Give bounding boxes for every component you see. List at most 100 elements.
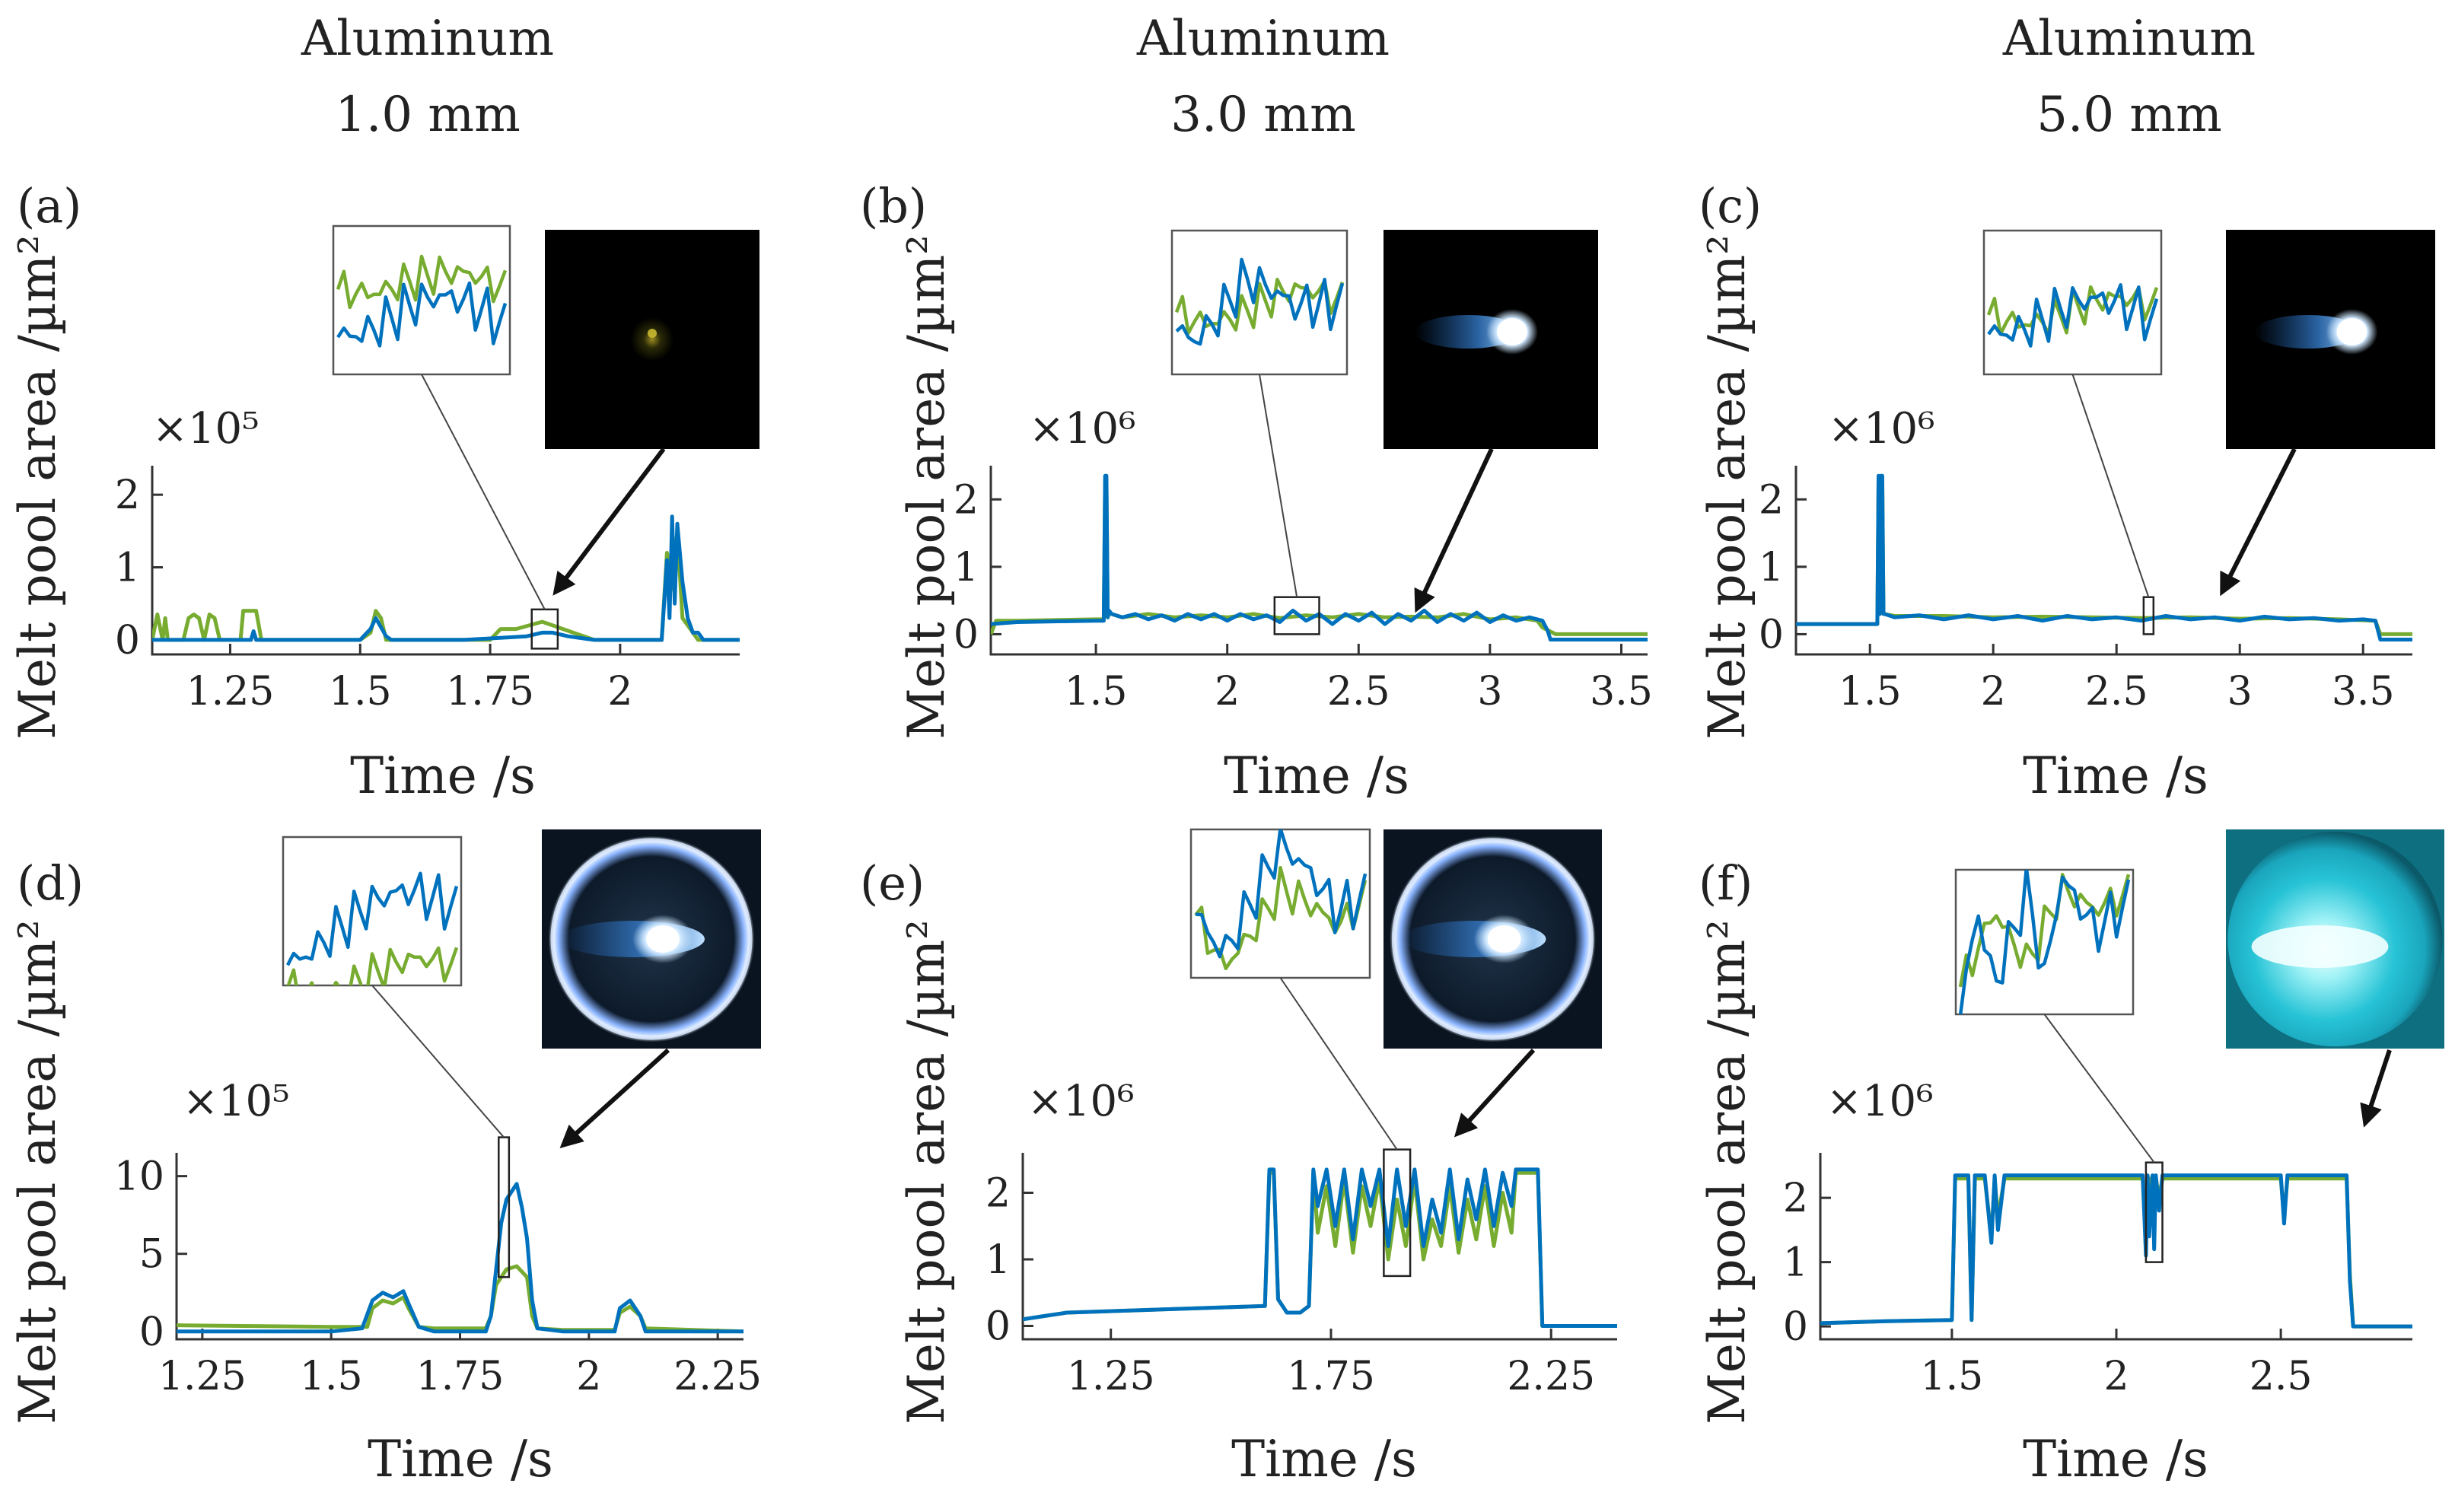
zoom-window-box — [2142, 596, 2155, 635]
y-axis-label: Melt pool area /µm² — [897, 919, 956, 1424]
x-tick-label: 1.5 — [1065, 669, 1128, 715]
y-exponent-label: ×10⁶ — [1027, 1077, 1135, 1126]
zoom-inset-line-blue — [1195, 829, 1368, 959]
y-tick-label: 2 — [1759, 477, 1784, 523]
zoom-connector-line — [371, 985, 505, 1138]
panel-label: (e) — [860, 855, 925, 911]
x-tick-label: 2 — [576, 1354, 601, 1399]
series-line-blue — [1820, 1173, 2412, 1329]
pointer-arrow — [2360, 1049, 2392, 1128]
panel-label: (a) — [17, 178, 81, 234]
x-axis-label: Time /s — [1224, 746, 1409, 805]
y-tick-label: 0 — [1783, 1304, 1808, 1350]
axes-frame — [989, 466, 1648, 656]
pointer-arrow — [2220, 447, 2297, 597]
zoom-inset-series — [1958, 870, 2131, 1014]
zoom-inset-series — [336, 254, 508, 348]
series-line-green — [177, 1264, 744, 1334]
melt-pool-photo — [1384, 829, 1602, 1049]
col-title-2-material: Aluminum — [1136, 11, 1390, 67]
x-tick-label: 1.75 — [446, 669, 534, 715]
series-group — [1820, 1173, 2412, 1329]
x-tick-label: 1.5 — [1921, 1354, 1984, 1399]
x-tick-label: 2.5 — [2085, 669, 2148, 715]
y-tick-label: 0 — [115, 618, 140, 664]
zoom-window-box — [1273, 596, 1320, 635]
y-tick-label: 10 — [114, 1154, 164, 1200]
col-title-1-thickness: 1.0 mm — [335, 87, 521, 143]
zoom-inset-box — [332, 224, 511, 376]
x-tick-label: 3 — [2227, 669, 2253, 715]
y-tick-label: 0 — [986, 1304, 1011, 1350]
panel-label: (d) — [17, 855, 84, 911]
series-group — [1796, 473, 2412, 641]
y-exponent-label: ×10⁶ — [1828, 404, 1935, 454]
series-line-green — [152, 529, 740, 642]
x-tick-label: 3.5 — [2332, 669, 2395, 715]
x-axis-label: Time /s — [2023, 1430, 2208, 1488]
zoom-connector-line — [2043, 1014, 2155, 1163]
col-title-2-thickness: 3.0 mm — [1170, 87, 1356, 143]
pointer-arrow — [552, 447, 666, 596]
y-tick-label: 1 — [1783, 1240, 1808, 1286]
zoom-inset-series — [1194, 829, 1368, 971]
y-exponent-label: ×10⁵ — [152, 404, 260, 454]
axes-frame — [1819, 1153, 2412, 1341]
zoom-inset-line-green — [286, 946, 459, 985]
axes-frame — [1794, 466, 2412, 656]
x-tick-label: 3.5 — [1590, 669, 1653, 715]
zoom-inset-line-blue — [286, 871, 459, 966]
x-tick-label: 1.25 — [158, 1354, 247, 1399]
melt-pool-photo — [545, 230, 759, 449]
y-axis-label: Melt pool area /µm² — [1698, 234, 1756, 740]
x-tick-label: 2 — [2103, 1354, 2129, 1399]
x-axis-label: Time /s — [368, 1430, 553, 1488]
series-line-blue — [1023, 1167, 1617, 1328]
zoom-inset-box — [1982, 229, 2163, 376]
x-tick-label: 1.5 — [1839, 669, 1902, 715]
zoom-inset-line-blue — [1958, 870, 2131, 1014]
y-tick-label: 2 — [954, 477, 979, 523]
y-axis-label: Melt pool area /µm² — [897, 234, 956, 740]
series-line-blue — [1796, 473, 2412, 641]
pointer-arrow — [559, 1048, 670, 1149]
panel-a: (a) 0 1 2 1.25 1.5 1.75 2 ×10⁵ Time /s Melt pool a… — [8, 178, 759, 805]
x-tick-label: 2.5 — [1327, 669, 1390, 715]
y-exponent-label: ×10⁵ — [183, 1077, 290, 1126]
x-tick-label: 2 — [607, 669, 632, 715]
x-tick-label: 2.5 — [2250, 1354, 2313, 1399]
zoom-connector-line — [421, 374, 546, 610]
col-title-3-thickness: 5.0 mm — [2036, 87, 2222, 143]
pointer-arrow — [1414, 447, 1494, 613]
panel-d: (d) 0 5 10 1.25 1.5 1.75 2 2.25 ×10⁵ Time /s Melt p… — [8, 829, 762, 1488]
series-line-blue — [177, 1182, 744, 1334]
panel-f: (f) 0 1 2 1.5 2 2.5 ×10⁶ Time /s Melt pool area /… — [1698, 829, 2444, 1488]
series-group — [991, 473, 1648, 641]
x-axis-label: Time /s — [350, 746, 536, 805]
x-tick-label: 1.5 — [329, 669, 392, 715]
series-line-blue — [152, 514, 740, 642]
col-title-3-material: Aluminum — [2002, 11, 2256, 67]
zoom-inset-box — [1954, 868, 2135, 1016]
series-line-green — [1796, 477, 2412, 636]
panel-c: (c) 0 1 2 1.5 2 2.5 3 3.5 ×10⁶ Time /s Melt pool ar… — [1698, 178, 2435, 805]
y-tick-label: 1 — [115, 546, 140, 591]
y-tick-label: 5 — [139, 1232, 164, 1278]
zoom-inset-series — [286, 871, 459, 985]
melt-pool-photo — [2226, 829, 2444, 1049]
zoom-connector-line — [1259, 374, 1298, 597]
y-tick-label: 2 — [115, 473, 140, 518]
y-tick-label: 1 — [986, 1237, 1011, 1283]
series-group — [177, 1182, 744, 1334]
panel-label: (c) — [1699, 178, 1762, 234]
series-group — [1023, 1167, 1617, 1328]
series-group — [152, 514, 740, 642]
axes-frame — [151, 466, 740, 656]
zoom-inset-series — [1174, 257, 1345, 346]
zoom-inset-line-blue — [1175, 257, 1345, 346]
melt-pool-photo — [542, 829, 761, 1049]
y-tick-label: 2 — [1783, 1176, 1808, 1221]
x-tick-label: 1.25 — [1067, 1354, 1155, 1399]
zoom-connector-line — [1279, 977, 1398, 1151]
